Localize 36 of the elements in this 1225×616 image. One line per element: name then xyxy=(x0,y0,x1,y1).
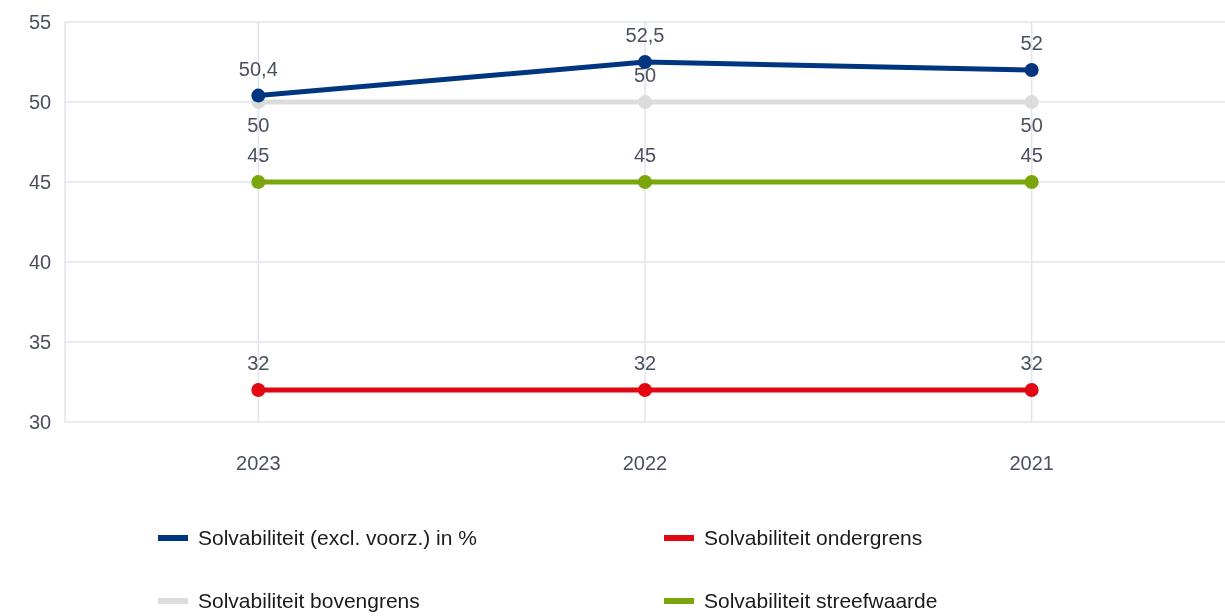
point xyxy=(1024,95,1039,109)
y-tick-label: 50 xyxy=(28,91,52,113)
point xyxy=(638,95,652,109)
x-tick-label: 2023 xyxy=(236,452,281,474)
y-tick-label: 45 xyxy=(28,171,52,193)
data-label: 32 xyxy=(247,352,270,374)
data-label: 50 xyxy=(633,64,657,86)
x-tick-label: 2021 xyxy=(1009,452,1054,474)
point xyxy=(1024,175,1039,189)
data-label: 45 xyxy=(247,144,270,166)
legend-label: Solvabiliteit (excl. voorz.) in % xyxy=(198,526,477,549)
point xyxy=(251,88,266,103)
y-tick-label: 40 xyxy=(28,251,52,273)
data-label: 50,4 xyxy=(238,57,278,80)
data-label: 50 xyxy=(247,114,270,136)
data-label: 32 xyxy=(1020,352,1043,374)
y-tick-label: 35 xyxy=(28,331,52,353)
data-label: 52,5 xyxy=(625,24,665,46)
y-tick-label: 55 xyxy=(28,11,52,33)
point xyxy=(1024,383,1039,397)
data-label: 45 xyxy=(1020,144,1043,166)
legend-label: Solvabiliteit bovengrens xyxy=(198,589,420,612)
data-label: 52 xyxy=(1020,32,1043,54)
point xyxy=(251,175,266,189)
y-tick-label: 30 xyxy=(28,411,52,433)
legend-label: Solvabiliteit streefwaarde xyxy=(704,589,938,612)
point xyxy=(1024,63,1039,77)
x-tick-label: 2022 xyxy=(622,452,668,474)
data-label: 32 xyxy=(633,352,657,374)
data-label: 45 xyxy=(633,144,657,166)
point xyxy=(638,383,652,397)
point xyxy=(638,175,652,189)
legend-label: Solvabiliteit ondergrens xyxy=(704,526,923,549)
point xyxy=(251,383,266,397)
point xyxy=(638,55,652,69)
data-label: 50 xyxy=(1020,114,1043,136)
